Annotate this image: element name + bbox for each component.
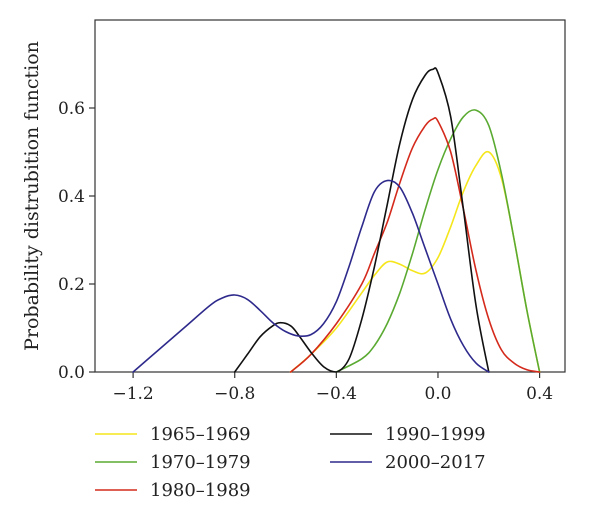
y-tick-label: 0.0 bbox=[58, 363, 85, 383]
y-axis-title: Probability distrubition function bbox=[21, 41, 43, 351]
y-tick-label: 0.4 bbox=[58, 187, 85, 207]
x-tick-label: −0.8 bbox=[214, 384, 255, 404]
series-line-1 bbox=[335, 109, 541, 373]
legend-label: 1965–1969 bbox=[150, 424, 251, 445]
y-tick-label: 0.6 bbox=[58, 99, 85, 119]
series-line-2 bbox=[289, 116, 541, 373]
series-line-0 bbox=[289, 150, 541, 373]
legend-label: 2000–2017 bbox=[385, 452, 486, 473]
y-tick-label: 0.2 bbox=[58, 275, 85, 295]
legend-label: 1990–1999 bbox=[385, 424, 486, 445]
x-tick-label: −1.2 bbox=[112, 384, 153, 404]
x-tick-label: −0.4 bbox=[316, 384, 357, 404]
series-line-3 bbox=[233, 67, 490, 373]
legend: 1965–1969 1970–1979 1980–1989 1990–1999 2000… bbox=[95, 424, 486, 501]
y-axis: 0.0 0.2 0.4 0.6 bbox=[58, 99, 95, 383]
series-layer bbox=[132, 67, 541, 373]
plot-frame bbox=[94, 19, 566, 373]
x-tick-label: 0.4 bbox=[526, 384, 553, 404]
legend-label: 1970–1979 bbox=[150, 452, 251, 473]
legend-label: 1980–1989 bbox=[150, 480, 251, 501]
x-axis: −1.2 −0.8 −0.4 0.0 0.4 bbox=[112, 372, 553, 404]
series-line-4 bbox=[132, 179, 490, 373]
x-tick-label: 0.0 bbox=[424, 384, 451, 404]
